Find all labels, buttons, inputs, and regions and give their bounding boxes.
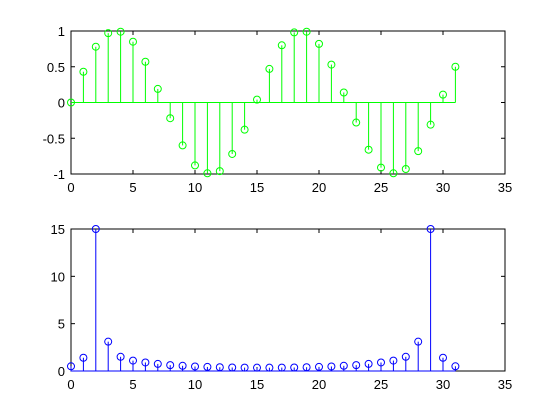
- stem-marker: [203, 169, 212, 178]
- y-tick-label: -0.5: [43, 131, 65, 146]
- stem-marker: [203, 362, 212, 371]
- stem-marker: [79, 67, 88, 76]
- stem-marker: [67, 362, 75, 371]
- stem-marker: [352, 361, 361, 370]
- stem-marker: [364, 359, 373, 368]
- x-tick-label: 5: [129, 377, 136, 392]
- stem-marker: [364, 145, 373, 154]
- stem-marker: [290, 28, 299, 37]
- stem-marker: [153, 359, 162, 368]
- stem-marker: [116, 352, 125, 361]
- stem-marker: [240, 363, 249, 372]
- axes-box: [70, 228, 506, 372]
- x-tick-label: 0: [67, 180, 74, 195]
- x-tick-label: 5: [129, 180, 136, 195]
- stem-marker: [141, 358, 150, 367]
- stem-marker: [191, 161, 199, 170]
- stem-marker: [389, 356, 398, 365]
- stem-marker: [377, 358, 385, 367]
- x-tick-label: 15: [250, 180, 264, 195]
- stem-marker: [178, 361, 187, 370]
- x-tick-label: 35: [498, 377, 512, 392]
- stem-marker: [253, 363, 261, 372]
- stem-marker: [166, 114, 175, 123]
- stem-marker: [302, 27, 311, 36]
- stem-marker: [414, 147, 423, 156]
- x-tick-label: 15: [250, 377, 264, 392]
- stem-marker: [191, 362, 199, 371]
- stem-marker: [104, 337, 113, 346]
- stem-marker: [240, 125, 249, 134]
- stem-marker: [290, 363, 299, 372]
- y-tick-label: 1: [58, 24, 65, 39]
- stem-marker: [129, 37, 137, 46]
- y-tick-label: 0: [58, 364, 65, 379]
- stem-marker: [315, 362, 323, 371]
- stem-marker: [389, 169, 398, 178]
- stem-marker: [215, 363, 224, 372]
- y-tick-label: 0.5: [47, 60, 65, 75]
- stem-marker: [451, 362, 460, 371]
- stem-marker: [265, 64, 274, 73]
- stem-marker: [253, 95, 261, 104]
- stem-marker: [426, 120, 435, 129]
- stem-marker: [439, 353, 447, 362]
- top-plot: 0 5 10 15 20 25 30 35 -1 -0.5 0 0.5 1: [43, 24, 513, 195]
- stem-marker: [104, 29, 113, 38]
- stem-marker: [377, 163, 385, 172]
- stem-marker: [228, 149, 237, 158]
- x-tick-label: 30: [436, 180, 450, 195]
- x-tick-label: 30: [436, 377, 450, 392]
- stem-marker: [451, 62, 460, 71]
- stem-marker: [339, 361, 348, 370]
- stem-marker: [215, 167, 224, 176]
- stem-marker: [166, 361, 175, 370]
- stem-marker: [265, 363, 274, 372]
- y-tick-label: 10: [51, 269, 65, 284]
- stem-marker: [339, 88, 348, 97]
- stem-marker: [327, 60, 336, 69]
- y-tick-label: -1: [53, 167, 65, 182]
- x-tick-label: 25: [374, 180, 388, 195]
- x-tick-label: 20: [312, 377, 326, 392]
- stem-marker: [439, 90, 447, 99]
- stem-marker: [129, 356, 137, 365]
- stem-marker: [426, 225, 435, 233]
- stem-marker: [153, 84, 162, 93]
- stem-marker: [79, 353, 88, 362]
- x-tick-label: 10: [188, 180, 202, 195]
- y-tick-label: 5: [58, 317, 65, 332]
- x-tick-label: 35: [498, 180, 512, 195]
- bottom-plot: 0 5 10 15 20 25 30 35 0 5 10 15: [51, 222, 513, 392]
- stem-marker: [141, 57, 150, 66]
- stem-marker: [302, 363, 311, 372]
- y-tick-label: 0: [58, 96, 65, 111]
- stem-marker: [352, 118, 361, 127]
- stem-marker: [91, 225, 100, 233]
- stem-marker: [401, 352, 410, 361]
- y-tick-label: 15: [51, 222, 65, 237]
- stem-marker: [277, 41, 286, 50]
- stem-marker: [401, 164, 410, 173]
- stem-marker: [178, 141, 187, 150]
- x-tick-label: 10: [188, 377, 202, 392]
- stem-marker: [228, 363, 237, 372]
- stem-marker: [277, 363, 286, 372]
- stem-marker: [67, 98, 75, 107]
- stem-marker: [414, 337, 423, 346]
- stem-marker: [91, 42, 100, 51]
- stem-marker: [116, 27, 125, 36]
- stem-marker: [327, 362, 336, 371]
- stem-marker: [315, 39, 323, 48]
- x-tick-label: 20: [312, 180, 326, 195]
- x-tick-label: 0: [67, 377, 74, 392]
- x-tick-label: 25: [374, 377, 388, 392]
